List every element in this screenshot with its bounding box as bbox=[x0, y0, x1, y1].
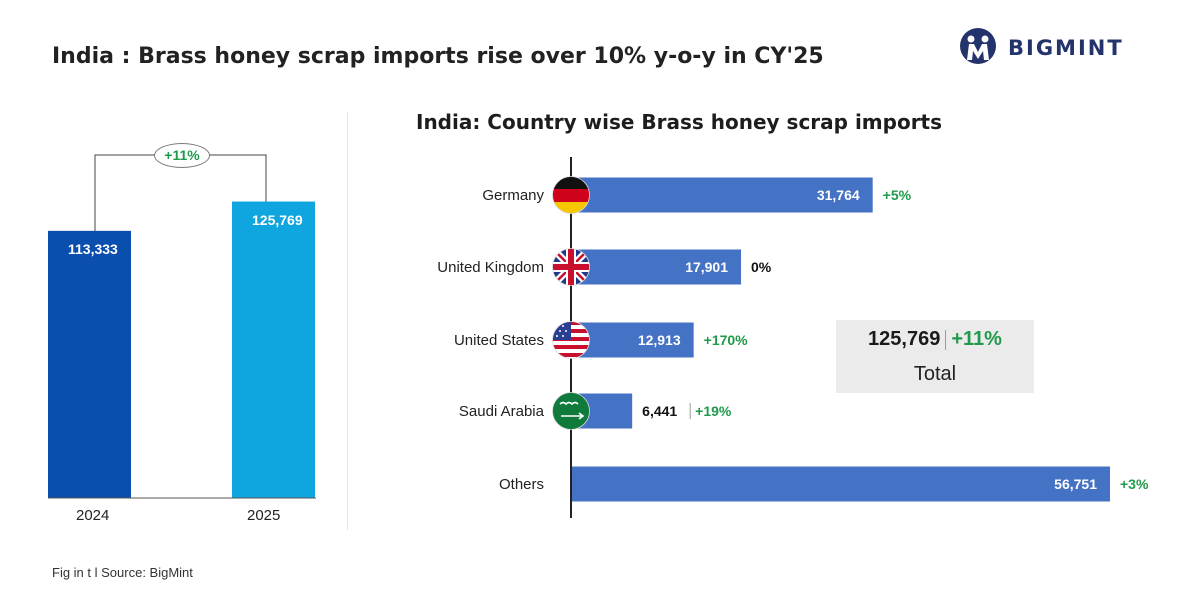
source-note: Fig in t l Source: BigMint bbox=[52, 565, 193, 580]
bar-germany bbox=[571, 177, 873, 213]
y-tick-united-states: United States bbox=[454, 332, 544, 349]
country-imports-chart: Germany 31,764 +5% United Kingdom 17,901 0% Un… bbox=[437, 157, 1149, 518]
bar-value-2024: 113,333 bbox=[68, 240, 118, 257]
change-label-others: +3% bbox=[1120, 476, 1149, 492]
y-tick-germany: Germany bbox=[482, 187, 544, 204]
value-label-saudi-arabia: 6,441 bbox=[642, 403, 677, 419]
change-label-united-kingdom: 0% bbox=[751, 259, 772, 275]
total-value: 125,769 bbox=[868, 328, 941, 350]
y-tick-saudi-arabia: Saudi Arabia bbox=[459, 403, 545, 420]
value-label-united-states: 12,913 bbox=[638, 332, 681, 348]
bar-united-states bbox=[571, 322, 694, 358]
y-tick-united-kingdom: United Kingdom bbox=[437, 259, 544, 276]
total-separator bbox=[945, 329, 947, 350]
bigmint-logo-icon bbox=[960, 28, 996, 64]
y-tick-others: Others bbox=[499, 476, 544, 493]
x-tick-2024: 2024 bbox=[76, 507, 110, 524]
uk-flag-icon bbox=[552, 248, 590, 286]
total-summary-card: 125,769 +11% Total bbox=[836, 320, 1034, 393]
chart-title: India: Country wise Brass honey scrap im… bbox=[416, 110, 943, 134]
panel-divider bbox=[347, 112, 348, 530]
total-change: +11% bbox=[951, 328, 1002, 350]
saudi-flag-icon bbox=[552, 392, 590, 430]
germany-flag-icon bbox=[552, 176, 590, 214]
x-tick-2025: 2025 bbox=[247, 507, 281, 524]
total-label: Total bbox=[913, 363, 957, 385]
bar-united-kingdom bbox=[571, 249, 742, 285]
bigmint-logo: BIGMINT bbox=[958, 26, 1158, 66]
bar-value-2025: 125,769 bbox=[252, 211, 303, 228]
bar-2024 bbox=[48, 230, 131, 499]
change-label-saudi-arabia: +19% bbox=[695, 403, 732, 419]
growth-badge: +11% bbox=[154, 143, 210, 168]
change-label-germany: +5% bbox=[883, 187, 912, 203]
brand-name: BIGMINT bbox=[1008, 36, 1124, 60]
page-title: India : Brass honey scrap imports rise o… bbox=[52, 44, 824, 69]
value-label-germany: 31,764 bbox=[817, 187, 860, 203]
us-flag-icon bbox=[552, 321, 590, 359]
change-label-united-states: +170% bbox=[704, 332, 749, 348]
value-label-united-kingdom: 17,901 bbox=[685, 259, 728, 275]
bar-others bbox=[571, 466, 1110, 502]
value-label-others: 56,751 bbox=[1054, 476, 1097, 492]
bar-2025 bbox=[232, 201, 315, 498]
